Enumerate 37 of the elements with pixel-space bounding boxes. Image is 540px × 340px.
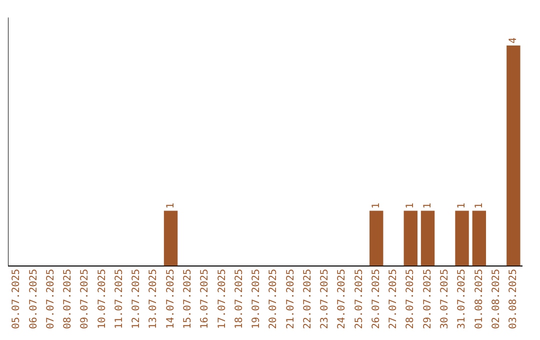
x-tick-label: 22.07.2025 bbox=[302, 268, 314, 330]
x-tick-label: 15.07.2025 bbox=[182, 268, 194, 330]
x-tick-label: 12.07.2025 bbox=[131, 268, 142, 330]
x-tick-label: 16.07.2025 bbox=[200, 268, 211, 330]
data-label: 4 bbox=[508, 38, 520, 44]
data-label: 1 bbox=[474, 202, 485, 209]
x-tick-label: 26.07.2025 bbox=[370, 268, 382, 330]
x-tick-label: 17.07.2025 bbox=[216, 268, 228, 330]
x-tick-label: 23.07.2025 bbox=[320, 268, 331, 330]
data-label: 1 bbox=[370, 202, 382, 209]
data-label: 1 bbox=[422, 202, 434, 209]
x-tick-label: 28.07.2025 bbox=[405, 268, 416, 330]
x-tick-label: 27.07.2025 bbox=[388, 268, 400, 330]
x-tick-label: 25.07.2025 bbox=[354, 268, 365, 330]
x-tick-label: 31.07.2025 bbox=[456, 268, 468, 330]
x-tick-label: 30.07.2025 bbox=[439, 268, 450, 330]
x-tick-label: 08.07.2025 bbox=[62, 268, 74, 330]
x-tick-label: 14.07.2025 bbox=[165, 268, 176, 330]
data-label: 1 bbox=[405, 202, 416, 209]
x-tick-label: 19.07.2025 bbox=[251, 268, 262, 330]
x-tick-label: 05.07.2025 bbox=[11, 268, 22, 330]
x-tick-label: 07.07.2025 bbox=[45, 268, 56, 330]
x-tick-label: 06.07.2025 bbox=[28, 268, 40, 330]
x-tick-label: 09.07.2025 bbox=[80, 268, 91, 330]
data-label: 1 bbox=[456, 202, 468, 209]
x-tick-label: 10.07.2025 bbox=[96, 268, 108, 330]
x-tick-label: 11.07.2025 bbox=[114, 268, 125, 330]
x-tick-label: 03.08.2025 bbox=[508, 268, 520, 330]
x-tick-label: 21.07.2025 bbox=[285, 268, 296, 330]
x-tick-label: 20.07.2025 bbox=[268, 268, 280, 330]
x-tick-label: 24.07.2025 bbox=[336, 268, 348, 330]
data-label: 1 bbox=[165, 202, 176, 209]
x-tick-label: 01.08.2025 bbox=[474, 268, 485, 330]
x-tick-label: 29.07.2025 bbox=[422, 268, 434, 330]
x-tick-label: 02.08.2025 bbox=[490, 268, 502, 330]
x-tick-label: 13.07.2025 bbox=[148, 268, 160, 330]
x-tick-label: 18.07.2025 bbox=[234, 268, 245, 330]
